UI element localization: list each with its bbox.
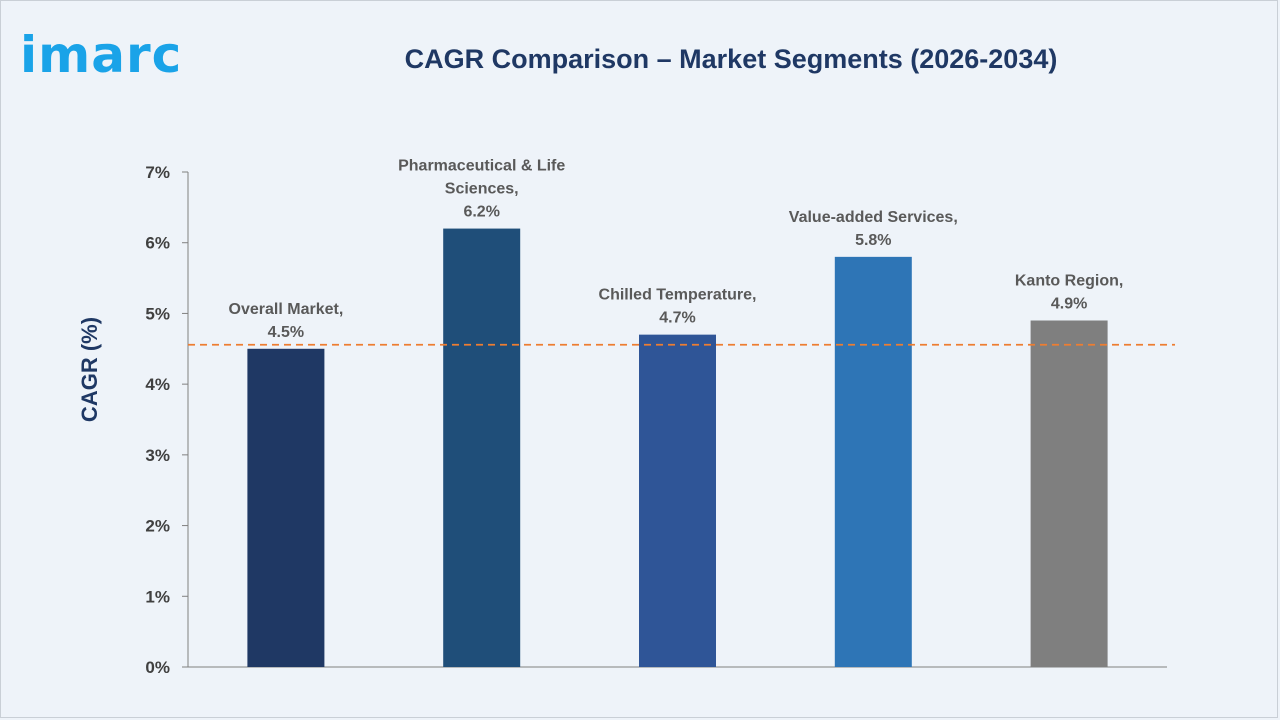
y-tick-label: 4%: [145, 375, 170, 394]
bars: [247, 228, 1108, 668]
chart-title: CAGR Comparison – Market Segments (2026-…: [404, 44, 1058, 74]
imarc-logo: imarc: [20, 26, 183, 84]
data-label: Value-added Services, 5.8%: [789, 209, 958, 249]
y-tick-label: 3%: [145, 446, 170, 465]
bar: [1030, 320, 1108, 667]
y-tick-label: 1%: [145, 587, 170, 606]
bar: [639, 334, 716, 667]
bar: [834, 256, 912, 667]
y-tick-label: 0%: [145, 658, 170, 677]
y-axis-title: CAGR (%): [77, 317, 102, 422]
data-label: Pharmaceutical & Life Sciences, 6.2%: [398, 158, 565, 221]
data-label: Chilled Temperature, 4.7%: [599, 287, 757, 327]
y-tick-label: 5%: [145, 304, 170, 323]
y-tick-label: 7%: [145, 163, 170, 182]
data-label: Overall Market, 4.5%: [229, 301, 344, 341]
data-label: Kanto Region, 4.9%: [1015, 273, 1123, 313]
y-tick-label: 6%: [145, 234, 170, 253]
bar: [443, 228, 521, 668]
y-axis-ticks: 0% 1% 2% 3% 4% 5% 6% 7%: [145, 163, 188, 677]
data-labels: Overall Market, 4.5% Pharmaceutical & Life…: [229, 158, 1124, 341]
bar: [247, 348, 325, 667]
y-tick-label: 2%: [145, 517, 170, 536]
